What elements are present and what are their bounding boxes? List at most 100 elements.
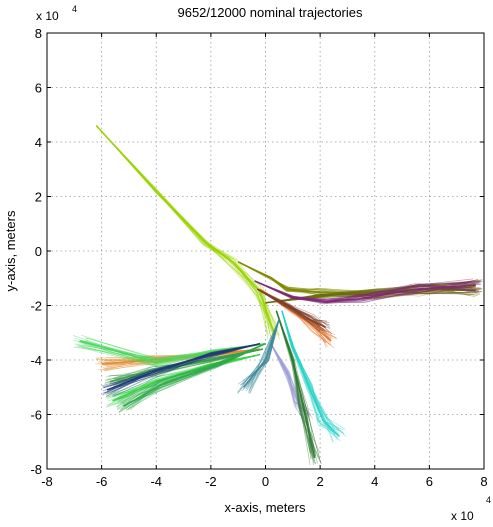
trajectory-line xyxy=(259,288,337,339)
trajectory-line xyxy=(95,125,274,330)
trajectory-line xyxy=(270,343,308,409)
trajectory-line xyxy=(254,280,476,304)
trajectory-line xyxy=(265,292,475,304)
x-tick-label: 6 xyxy=(426,474,433,489)
nominal-trajectory xyxy=(270,343,308,415)
nominal-trajectory xyxy=(109,348,263,383)
trajectory-series-15 xyxy=(236,318,280,394)
x-tick-label: 0 xyxy=(262,474,269,489)
trajectory-series-0 xyxy=(95,125,281,340)
trajectory-line xyxy=(248,318,280,391)
x-axis-label: x-axis, meters xyxy=(225,500,306,515)
trajectory-line xyxy=(104,348,261,363)
trajectory-line xyxy=(116,354,261,408)
x-axis-exponent-base: x 10 xyxy=(451,509,474,523)
trajectory-series-8 xyxy=(104,348,263,388)
trajectory-line xyxy=(112,343,261,396)
nominal-trajectory xyxy=(254,280,476,303)
y-axis-exponent-power: 4 xyxy=(72,4,77,14)
plot-area xyxy=(47,33,484,469)
trajectory-line xyxy=(259,288,336,336)
y-tick-label: -4 xyxy=(30,353,42,368)
trajectory-line xyxy=(281,310,341,442)
trajectory-series-13 xyxy=(270,343,314,420)
y-tick-label: 4 xyxy=(35,135,42,150)
trajectory-series-1 xyxy=(237,261,483,300)
trajectory-line xyxy=(248,318,280,394)
trajectory-line xyxy=(113,354,261,398)
grid-lines xyxy=(47,33,484,469)
x-tick-label: -6 xyxy=(96,474,108,489)
trajectory-line xyxy=(103,348,261,367)
y-tick-label: -6 xyxy=(30,408,42,423)
x-axis-ticks: -8 -6 -4 -2 0 2 4 6 8 xyxy=(41,33,488,489)
trajectory-line xyxy=(108,348,263,377)
trajectory-line xyxy=(265,285,476,304)
x-axis-exponent-power: 4 xyxy=(486,495,491,505)
trajectory-line xyxy=(241,319,280,392)
trajectory-series-3 xyxy=(254,278,483,305)
trajectory-series-14 xyxy=(275,310,322,466)
x-tick-label: -2 xyxy=(205,474,217,489)
trajectory-line xyxy=(118,343,266,402)
y-tick-label: 6 xyxy=(35,81,42,96)
trajectory-line xyxy=(244,319,280,382)
trajectory-line xyxy=(257,288,325,332)
x-tick-label: 2 xyxy=(317,474,324,489)
y-axis-exponent-base: x 10 xyxy=(36,9,59,23)
trajectory-line xyxy=(270,343,306,420)
trajectory-series-10 xyxy=(117,342,266,414)
x-tick-label: -8 xyxy=(41,474,53,489)
trajectory-line xyxy=(254,280,481,303)
trajectory-line xyxy=(95,125,274,330)
trajectory-line xyxy=(270,343,311,416)
trajectory-line xyxy=(95,125,272,327)
trajectory-line xyxy=(254,280,471,304)
trajectory-series-11 xyxy=(102,342,261,398)
trajectory-line xyxy=(254,280,480,304)
trajectory-line xyxy=(236,318,280,393)
trajectory-line xyxy=(239,319,280,386)
nominal-trajectory xyxy=(95,125,275,334)
trajectory-line xyxy=(107,354,261,406)
trajectory-line xyxy=(270,343,310,413)
nominal-trajectory xyxy=(281,310,340,437)
trajectory-line xyxy=(257,288,329,333)
y-tick-label: 8 xyxy=(35,26,42,41)
trajectory-series xyxy=(72,125,483,466)
nominal-trajectory xyxy=(106,342,261,391)
nominal-trajectory xyxy=(123,342,266,407)
trajectory-line xyxy=(240,319,280,386)
trajectory-series-5 xyxy=(256,288,332,335)
trajectory-line xyxy=(123,343,266,406)
trajectory-line xyxy=(237,319,280,385)
y-axis-ticks: -8 -6 -4 -2 0 2 4 6 8 xyxy=(30,26,484,477)
trajectory-line xyxy=(242,319,280,382)
nominal-trajectory xyxy=(275,310,316,459)
y-tick-label: -8 xyxy=(30,462,42,477)
y-axis-label: y-axis, meters xyxy=(3,210,18,291)
trajectory-line xyxy=(126,343,266,404)
trajectory-line xyxy=(95,125,271,335)
trajectory-line xyxy=(111,348,263,382)
y-tick-label: -2 xyxy=(30,299,42,314)
x-tick-label: 4 xyxy=(371,474,378,489)
trajectory-series-2 xyxy=(265,283,483,304)
x-tick-label: -4 xyxy=(150,474,162,489)
trajectory-line xyxy=(102,343,261,394)
trajectory-line xyxy=(257,288,331,329)
nominal-trajectory xyxy=(243,318,280,388)
trajectory-line xyxy=(117,343,266,405)
y-tick-label: 0 xyxy=(35,244,42,259)
nominal-trajectory xyxy=(112,353,261,402)
trajectory-series-12 xyxy=(281,310,347,443)
trajectory-line xyxy=(265,293,472,304)
chart-title: 9652/12000 nominal trajectories xyxy=(177,5,363,20)
trajectory-series-7 xyxy=(105,353,261,408)
nominal-trajectory xyxy=(256,288,326,329)
trajectory-line xyxy=(122,343,266,404)
trajectory-line xyxy=(254,280,474,303)
y-tick-label: 2 xyxy=(35,190,42,205)
trajectory-line xyxy=(281,310,338,439)
